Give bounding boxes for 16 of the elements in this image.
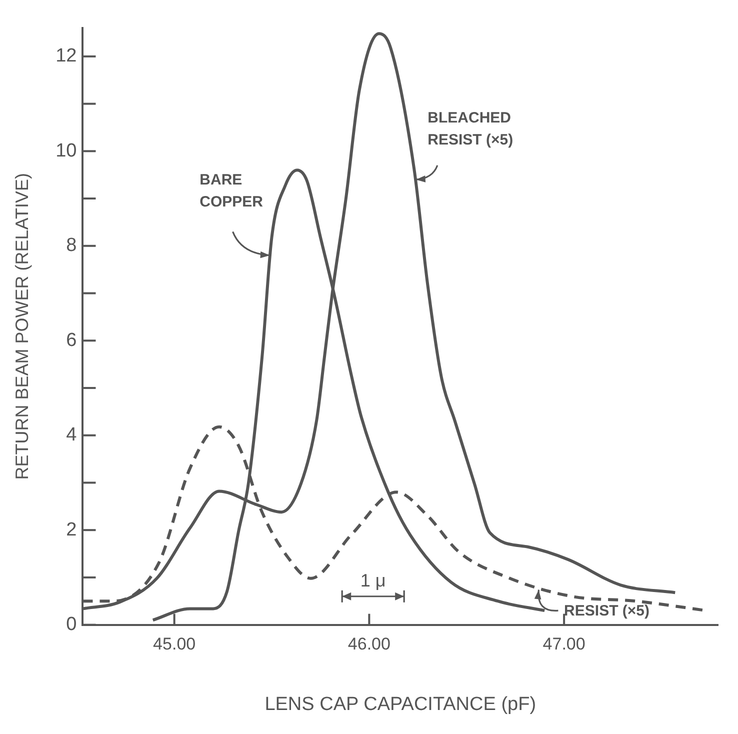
x-tick-label: 45.00: [153, 634, 196, 654]
x-axis-title: LENS CAP CAPACITANCE (pF): [264, 694, 536, 715]
series-label: BARE COPPER: [200, 171, 264, 210]
y-tick-label: 6: [66, 330, 77, 351]
y-tick-label: 4: [66, 424, 78, 446]
y-axis-title: RETURN BEAM POWER (RELATIVE): [12, 173, 32, 480]
x-tick-label: 47.00: [542, 634, 586, 654]
y-tick-label: 10: [56, 140, 77, 162]
series-label: RESIST (×5): [564, 602, 650, 620]
y-tick-label: 8: [66, 235, 77, 256]
y-tick-label: 0: [66, 614, 77, 636]
annotation: 1 μ: [360, 570, 386, 590]
series-label: BLEACHED RESIST (×5): [428, 110, 514, 149]
y-tick-label: 12: [56, 46, 77, 67]
y-tick-label: 2: [66, 519, 77, 540]
x-tick-label: 46.00: [348, 634, 390, 654]
